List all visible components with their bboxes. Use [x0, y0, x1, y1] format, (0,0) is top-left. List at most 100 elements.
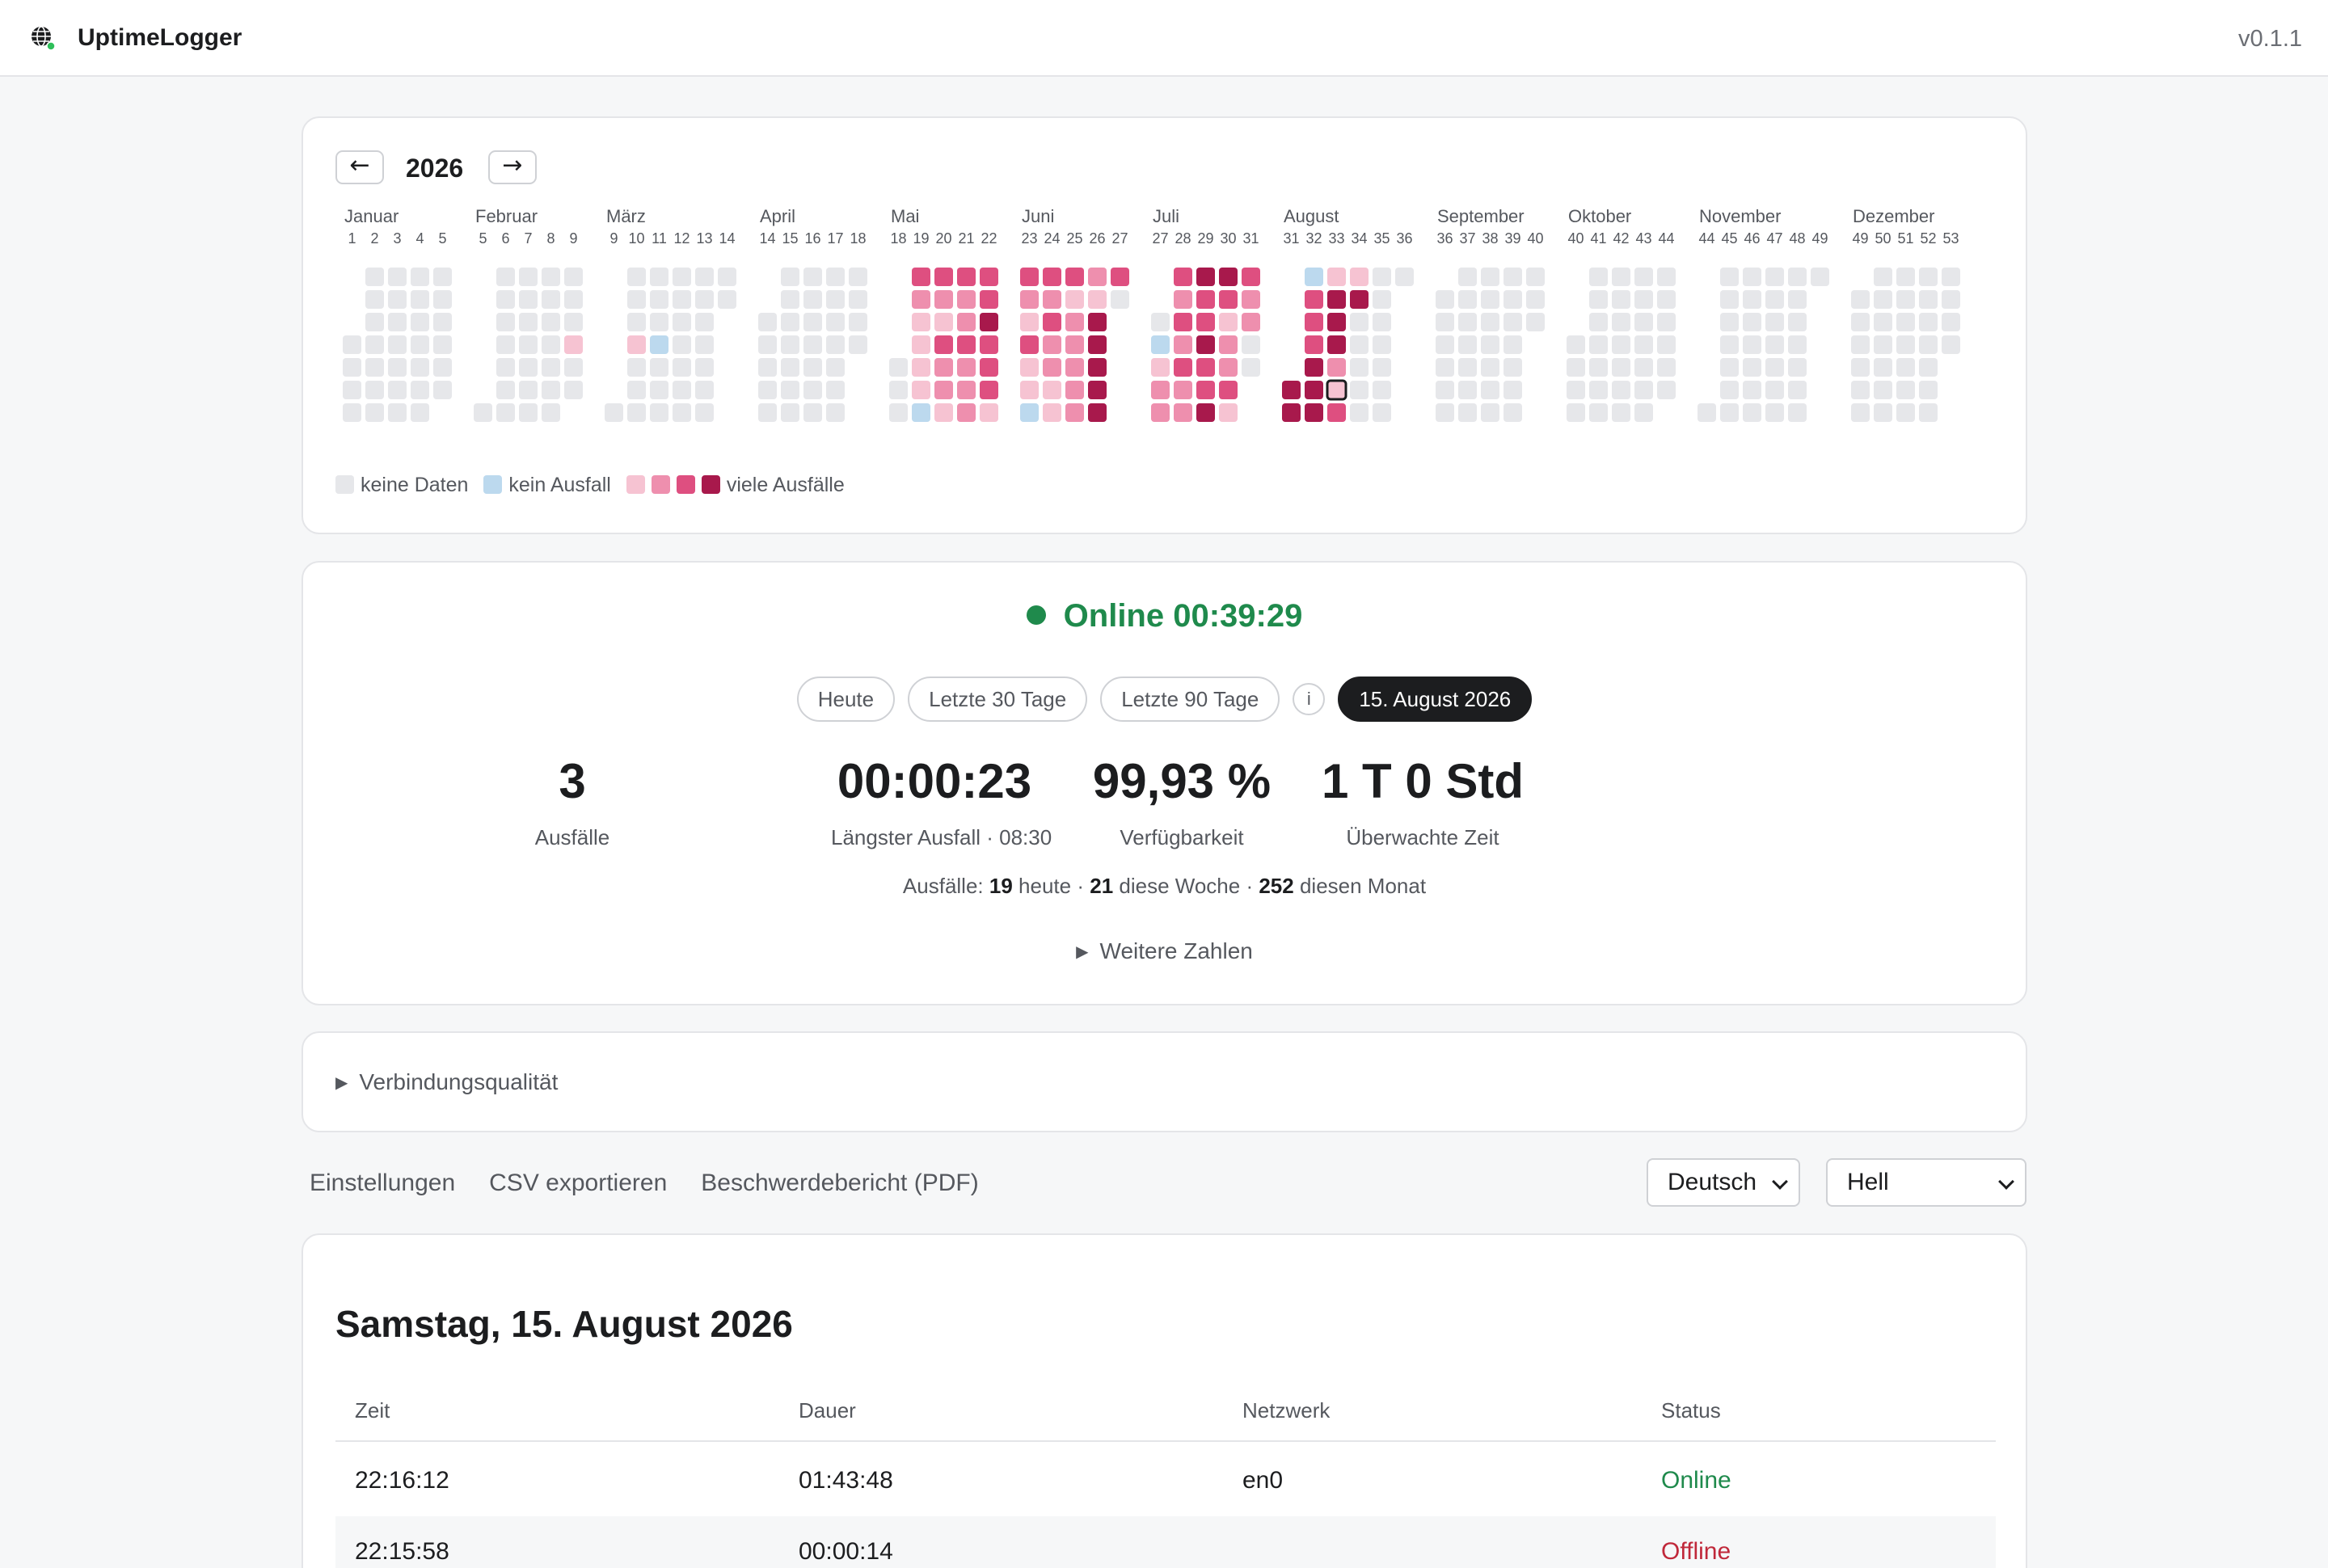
day-cell[interactable] — [1305, 335, 1323, 354]
day-cell[interactable] — [627, 268, 646, 286]
day-cell[interactable] — [343, 335, 361, 354]
day-cell[interactable] — [564, 358, 583, 377]
day-cell[interactable] — [673, 313, 691, 331]
day-cell[interactable] — [650, 313, 668, 331]
day-cell[interactable] — [1874, 268, 1892, 286]
day-cell[interactable] — [1020, 403, 1039, 422]
day-cell[interactable] — [1743, 381, 1761, 399]
day-cell[interactable] — [781, 381, 799, 399]
day-cell[interactable] — [1743, 313, 1761, 331]
day-cell[interactable] — [1851, 335, 1870, 354]
day-cell[interactable] — [1657, 381, 1676, 399]
settings-link[interactable]: Einstellungen — [310, 1170, 456, 1196]
day-cell[interactable] — [343, 403, 361, 422]
day-cell[interactable] — [826, 313, 845, 331]
day-cell[interactable] — [803, 358, 822, 377]
day-cell[interactable] — [1350, 290, 1369, 309]
info-icon[interactable]: i — [1293, 683, 1326, 715]
day-cell[interactable] — [1589, 381, 1608, 399]
day-cell[interactable] — [343, 381, 361, 399]
day-cell[interactable] — [1589, 358, 1608, 377]
day-cell[interactable] — [519, 358, 538, 377]
day-cell[interactable] — [912, 313, 930, 331]
day-cell[interactable] — [388, 268, 407, 286]
day-cell[interactable] — [1020, 381, 1039, 399]
day-cell[interactable] — [1174, 403, 1192, 422]
day-cell[interactable] — [1065, 268, 1084, 286]
day-cell[interactable] — [695, 335, 714, 354]
day-cell[interactable] — [803, 290, 822, 309]
day-cell[interactable] — [1720, 290, 1739, 309]
day-cell[interactable] — [1174, 358, 1192, 377]
day-cell[interactable] — [980, 335, 998, 354]
day-cell[interactable] — [1151, 335, 1170, 354]
day-cell[interactable] — [1743, 403, 1761, 422]
day-cell[interactable] — [1765, 335, 1784, 354]
theme-select[interactable]: Hell — [1826, 1158, 2026, 1207]
day-cell[interactable] — [1504, 313, 1522, 331]
day-cell[interactable] — [605, 403, 623, 422]
day-cell[interactable] — [1657, 268, 1676, 286]
day-cell[interactable] — [1436, 313, 1454, 331]
day-cell[interactable] — [650, 290, 668, 309]
day-cell[interactable] — [1327, 358, 1346, 377]
day-cell[interactable] — [1350, 313, 1369, 331]
day-cell[interactable] — [803, 335, 822, 354]
day-cell[interactable] — [758, 403, 777, 422]
day-cell[interactable] — [1504, 358, 1522, 377]
day-cell[interactable] — [1589, 268, 1608, 286]
day-cell[interactable] — [1196, 290, 1215, 309]
day-cell[interactable] — [1350, 381, 1369, 399]
day-cell[interactable] — [1151, 403, 1170, 422]
day-cell[interactable] — [1043, 335, 1061, 354]
day-cell[interactable] — [1788, 290, 1807, 309]
day-cell[interactable] — [1196, 381, 1215, 399]
csv-export-link[interactable]: CSV exportieren — [489, 1170, 668, 1196]
day-cell[interactable] — [758, 381, 777, 399]
day-cell[interactable] — [1612, 335, 1630, 354]
day-cell[interactable] — [496, 313, 515, 331]
day-cell[interactable] — [1788, 335, 1807, 354]
day-cell[interactable] — [695, 381, 714, 399]
day-cell[interactable] — [1942, 268, 1960, 286]
day-cell[interactable] — [1481, 290, 1499, 309]
day-cell[interactable] — [1874, 381, 1892, 399]
day-cell[interactable] — [1567, 358, 1585, 377]
day-cell[interactable] — [411, 268, 429, 286]
day-cell[interactable] — [673, 381, 691, 399]
day-cell[interactable] — [826, 358, 845, 377]
day-cell[interactable] — [912, 381, 930, 399]
period-90-days-button[interactable]: Letzte 90 Tage — [1100, 677, 1280, 722]
day-cell[interactable] — [365, 290, 384, 309]
day-cell[interactable] — [1458, 313, 1477, 331]
period-30-days-button[interactable]: Letzte 30 Tage — [908, 677, 1088, 722]
day-cell[interactable] — [519, 290, 538, 309]
day-cell[interactable] — [1942, 290, 1960, 309]
day-cell[interactable] — [1305, 268, 1323, 286]
day-cell[interactable] — [564, 268, 583, 286]
day-cell[interactable] — [1196, 268, 1215, 286]
day-cell[interactable] — [1088, 403, 1107, 422]
day-cell[interactable] — [1504, 381, 1522, 399]
day-cell[interactable] — [433, 335, 452, 354]
day-cell[interactable] — [1065, 313, 1084, 331]
period-selected-date-button[interactable]: 15. August 2026 — [1338, 677, 1533, 722]
day-cell[interactable] — [1720, 313, 1739, 331]
day-cell[interactable] — [1043, 381, 1061, 399]
day-cell[interactable] — [1919, 268, 1938, 286]
day-cell[interactable] — [1373, 403, 1391, 422]
day-cell[interactable] — [1526, 268, 1545, 286]
day-cell[interactable] — [695, 290, 714, 309]
day-cell[interactable] — [1065, 381, 1084, 399]
day-cell[interactable] — [1088, 290, 1107, 309]
day-cell[interactable] — [957, 268, 976, 286]
day-cell[interactable] — [627, 290, 646, 309]
day-cell[interactable] — [1065, 403, 1084, 422]
day-cell[interactable] — [650, 268, 668, 286]
day-cell[interactable] — [1896, 313, 1915, 331]
day-cell[interactable] — [1481, 381, 1499, 399]
day-cell[interactable] — [1020, 268, 1039, 286]
day-cell[interactable] — [695, 358, 714, 377]
day-cell[interactable] — [934, 381, 953, 399]
